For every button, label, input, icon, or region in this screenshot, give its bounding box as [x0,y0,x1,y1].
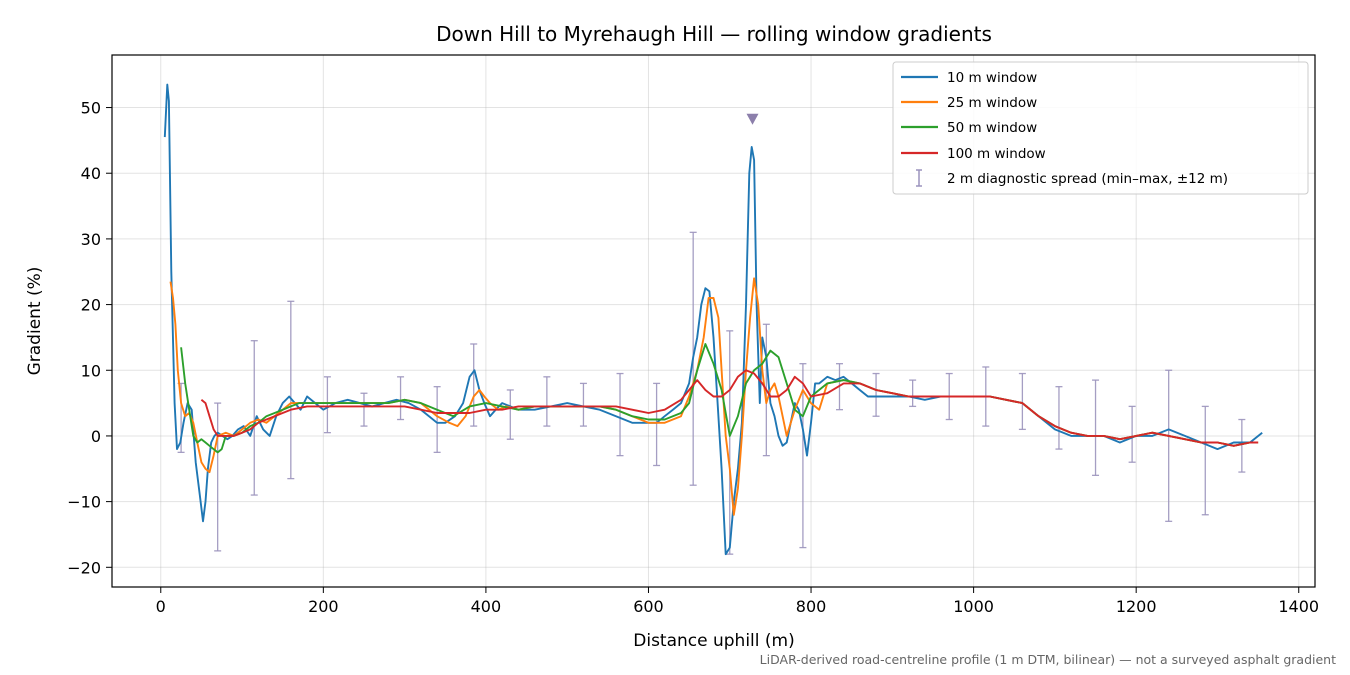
x-tick-label: 1200 [1116,597,1157,616]
errorbar [214,402,222,552]
x-axis-label: Distance uphill (m) [633,631,794,651]
ticks: 0 200 400 600 800 1000 1200 1400 −20 −10 0 10 20 30 40… [67,99,1319,616]
errorbar [543,376,551,427]
peak-marker [746,113,759,125]
errorbar [470,343,478,427]
errorbar [616,372,624,457]
footnote: LiDAR-derived road-centreline profile (1… [760,652,1336,667]
y-tick-label: 30 [81,230,101,249]
errorbar [909,379,917,408]
errorbar [1238,418,1246,473]
y-tick-label: 40 [81,164,101,183]
x-tick-label: 200 [308,597,339,616]
series-layer [163,83,1263,556]
legend-label-25m: 25 m window [947,95,1037,111]
errorbar-layer [177,231,1246,555]
y-tick-label: 20 [81,296,101,315]
errorbar [506,389,514,440]
errorbar [799,363,807,549]
legend-label-100m: 100 m window [947,146,1046,162]
legend-label-errorbar: 2 m diagnostic spread (min–max, ±12 m) [947,171,1228,187]
legend-label-50m: 50 m window [947,120,1037,136]
y-tick-label: 10 [81,361,101,380]
marker-layer [746,113,759,125]
errorbar [287,300,295,480]
errorbar [872,372,880,417]
errorbar [1128,405,1136,463]
y-tick-label: 50 [81,99,101,118]
legend-label-10m: 10 m window [947,70,1037,86]
y-tick-label: 0 [91,427,101,446]
errorbar [1092,379,1100,476]
chart-title: Down Hill to Myrehaugh Hill — rolling wi… [436,22,992,46]
y-axis-label: Gradient (%) [25,267,45,376]
errorbar [1201,405,1209,516]
x-tick-label: 400 [471,597,502,616]
errorbar [250,340,258,496]
errorbar [1165,369,1173,522]
y-tick-label: −10 [67,493,101,512]
errorbar [579,382,587,427]
legend-swatch-errorbar [916,169,922,187]
x-tick-label: 1400 [1278,597,1319,616]
legend-box [892,61,1309,195]
x-tick-label: 0 [156,597,166,616]
plot-frame [111,54,1316,588]
series-line-3 [200,369,1259,447]
errorbar [397,376,405,421]
errorbar [360,392,368,427]
errorbar [1018,372,1026,431]
errorbar [1055,386,1063,450]
errorbar [653,382,661,467]
x-tick-label: 800 [796,597,827,616]
y-tick-label: −20 [67,558,101,577]
x-tick-label: 1000 [953,597,994,616]
legend: 10 m window 25 m window 50 m window 100 … [892,61,1309,195]
errorbar [726,330,734,555]
x-tick-label: 600 [633,597,664,616]
errorbar [433,386,441,454]
errorbar [323,376,331,434]
